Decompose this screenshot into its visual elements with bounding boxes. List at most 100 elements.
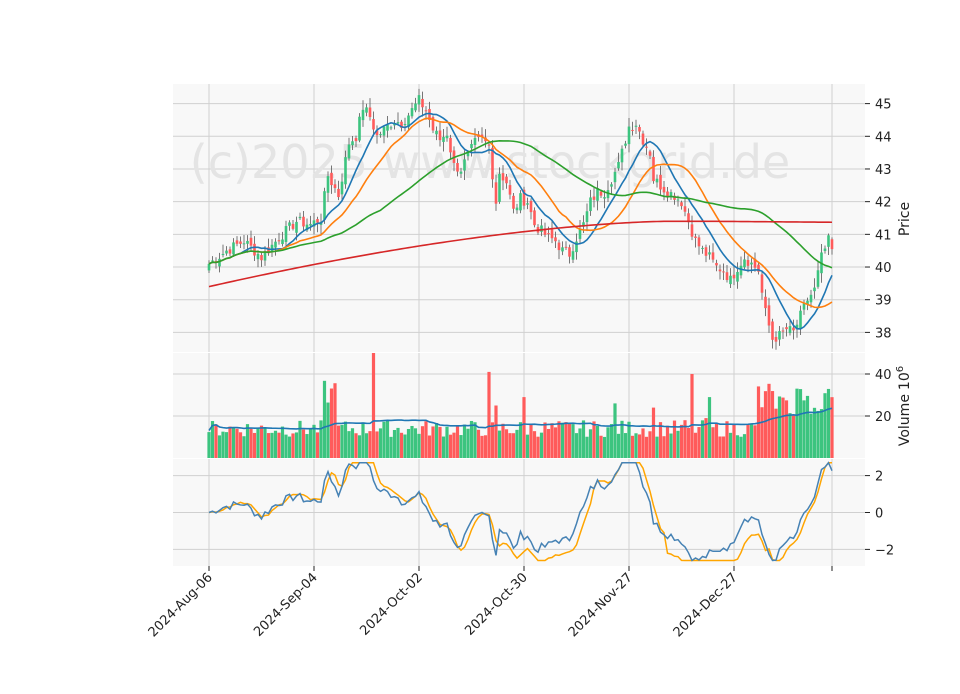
candle-body	[207, 263, 211, 271]
volume-bar	[637, 434, 642, 458]
ma-short-line	[208, 112, 833, 330]
candle-body	[361, 109, 365, 121]
candle-body	[431, 117, 435, 131]
candle-body	[498, 173, 501, 202]
volume-bar	[266, 433, 271, 458]
candle-body	[613, 171, 617, 183]
volume-bar	[557, 421, 561, 458]
ma-long-line	[208, 140, 833, 269]
candle-body	[340, 181, 344, 195]
volume-bar	[364, 433, 369, 458]
volume-bar	[238, 432, 243, 458]
volume-bar	[476, 429, 481, 458]
candle-body	[589, 197, 592, 212]
watermark-text: (c)2025 www.stockgrid.de	[190, 135, 790, 189]
volume-tick-label: 20	[875, 410, 892, 425]
candle-body	[554, 237, 557, 242]
candle-body	[750, 262, 753, 265]
volume-bar	[746, 424, 750, 458]
volume-bar	[585, 436, 589, 458]
volume-bar	[805, 395, 810, 458]
volume-bar	[777, 396, 782, 458]
volume-bar	[403, 434, 407, 458]
candle-body	[715, 262, 718, 266]
candle-body	[757, 264, 760, 272]
volume-bar	[277, 432, 281, 458]
candle-body	[564, 246, 568, 248]
volume-bar	[326, 402, 330, 458]
volume-bar	[224, 432, 229, 458]
volume-bar	[791, 415, 796, 458]
volume-bar	[522, 397, 526, 458]
candle-body	[242, 243, 246, 245]
volume-bar	[245, 424, 250, 458]
candle-body	[529, 200, 533, 213]
osc-tick-label: 0	[875, 507, 883, 522]
volume-bar	[382, 421, 386, 458]
volume-bar	[581, 420, 586, 458]
volume-bar	[221, 431, 225, 458]
volume-bar	[291, 433, 295, 458]
volume-bar	[543, 422, 547, 458]
candle-body	[494, 182, 498, 204]
volume-bar	[788, 413, 792, 458]
volume-bar	[578, 428, 582, 458]
candle-body	[218, 258, 221, 267]
candle-body	[739, 265, 743, 276]
volume-bar	[417, 433, 421, 458]
candle-body	[711, 252, 715, 260]
candle-body	[673, 195, 676, 200]
volume-bar	[315, 432, 320, 458]
candle-body	[624, 143, 627, 146]
candle-body	[228, 249, 232, 254]
candle-body	[823, 248, 827, 251]
candle-body	[473, 137, 477, 145]
volume-bar	[473, 422, 477, 458]
candle-body	[662, 186, 666, 193]
candle-body	[680, 202, 683, 207]
candle-body	[547, 233, 550, 235]
volume-bar	[301, 429, 306, 458]
volume-bar	[210, 421, 215, 458]
volume-bar	[487, 371, 491, 458]
candle-body	[323, 191, 326, 220]
candle-body	[225, 250, 228, 254]
volume-bar	[497, 430, 502, 458]
volume-bar	[410, 425, 414, 458]
candle-body	[375, 130, 379, 136]
volume-bar	[494, 405, 498, 458]
candle-body	[487, 144, 491, 146]
candle-body	[505, 176, 508, 184]
volume-bar	[252, 432, 257, 458]
candle-body	[638, 127, 641, 132]
volume-ma-line	[208, 407, 833, 431]
candle-body	[732, 274, 736, 279]
candle-body	[743, 259, 746, 268]
candle-body	[785, 327, 788, 330]
volume-bar	[287, 436, 292, 458]
volume-bar	[259, 425, 264, 458]
volume-bar	[704, 418, 708, 458]
osc-signal-line	[208, 461, 832, 562]
candle-body	[550, 229, 554, 239]
candle-body	[368, 107, 372, 118]
volume-bar	[385, 420, 390, 458]
volume-bar	[431, 426, 435, 458]
candle-body	[256, 253, 260, 260]
candle-body	[781, 330, 785, 332]
volume-bar	[641, 428, 645, 458]
candle-body	[533, 210, 536, 226]
volume-bar	[508, 433, 512, 458]
candle-body	[449, 137, 452, 153]
volume-bar	[368, 431, 372, 458]
candle-body	[445, 135, 449, 139]
volume-bar	[434, 423, 439, 458]
volume-bar	[214, 424, 218, 458]
x-tick-label: 2024-Oct-30	[462, 570, 530, 638]
volume-bar	[753, 425, 757, 458]
volume-bar	[340, 424, 344, 458]
candle-body	[309, 223, 312, 226]
candle-body	[456, 162, 459, 172]
candle-body	[799, 310, 802, 329]
